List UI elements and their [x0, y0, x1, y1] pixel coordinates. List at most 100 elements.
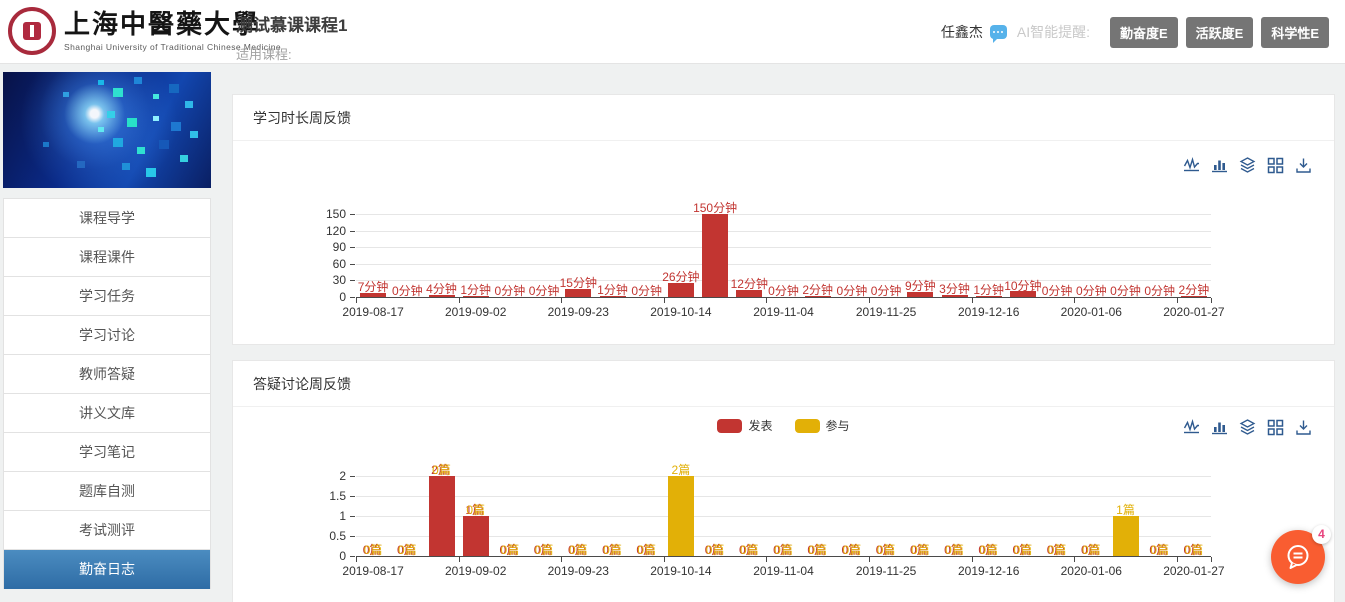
- download-icon[interactable]: [1295, 419, 1312, 436]
- bar-value-label: 2分钟: [802, 282, 834, 297]
- bar-value-label: 2篇: [671, 463, 691, 477]
- x-axis-tick: [971, 557, 973, 562]
- sidebar-item-courseware[interactable]: 课程课件: [4, 238, 210, 277]
- chart-bar[interactable]: [1180, 295, 1207, 297]
- chart-bar[interactable]: [1009, 291, 1036, 297]
- legend-swatch-gold: [794, 418, 820, 433]
- sidebar-item-teacher-qa[interactable]: 教师答疑: [4, 355, 210, 394]
- y-axis-label: 0: [339, 290, 346, 304]
- download-icon[interactable]: [1295, 157, 1312, 174]
- bar-value-label: 0篇: [534, 543, 554, 557]
- legend-item-participate[interactable]: 参与: [794, 417, 850, 434]
- y-axis-label: 1.5: [329, 489, 346, 503]
- sidebar-item-diligence-log[interactable]: 勤奋日志: [4, 550, 210, 589]
- bar-value-label: 12分钟: [730, 277, 768, 292]
- sidebar-item-course-guide[interactable]: 课程导学: [4, 199, 210, 238]
- y-axis-label: 0.5: [329, 529, 346, 543]
- chart-bar[interactable]: [360, 293, 387, 297]
- panel-title: 答疑讨论周反馈: [233, 361, 1334, 407]
- chart-bar[interactable]: [804, 295, 831, 297]
- chart-bar[interactable]: [941, 295, 968, 297]
- x-axis-tick: [869, 298, 870, 303]
- chart-bar[interactable]: [667, 282, 694, 297]
- x-axis-label: 2019-12-16: [957, 305, 1020, 319]
- chat-fab-button[interactable]: 4: [1271, 525, 1331, 584]
- stack-icon[interactable]: [1239, 157, 1256, 174]
- bar-value-label: 0篇: [875, 543, 895, 557]
- y-axis-tick: [350, 516, 355, 517]
- x-axis-label: 2020-01-06: [1060, 564, 1122, 578]
- x-axis-tick: [1211, 298, 1212, 303]
- bar-value-label: 1篇: [465, 503, 485, 517]
- bar-value-label: 0篇: [705, 543, 725, 557]
- university-seal-icon: [8, 7, 56, 55]
- y-axis-tick: [350, 214, 355, 215]
- x-axis-label: 2020-01-27: [1163, 564, 1225, 578]
- chart-bar[interactable]: [462, 516, 489, 556]
- chart-bar[interactable]: [702, 214, 729, 297]
- y-axis-tick: [350, 297, 355, 298]
- bar-value-label: 0篇: [1150, 543, 1170, 557]
- chart-bar[interactable]: [565, 288, 592, 297]
- sidebar-item-exam-eval[interactable]: 考试测评: [4, 511, 210, 550]
- y-axis-label: 30: [332, 273, 346, 288]
- bar-value-label: 0分钟: [631, 284, 663, 298]
- university-logo: 上海中醫藥大學 Shanghai University of Tradition…: [8, 7, 281, 55]
- bar-value-label: 0篇: [1047, 543, 1067, 557]
- bar-chart-icon[interactable]: [1211, 419, 1228, 436]
- bar-value-label: 150分钟: [693, 201, 738, 215]
- x-axis-tick: [561, 557, 563, 562]
- y-axis-tick: [350, 536, 355, 537]
- chart-bar[interactable]: [1112, 516, 1139, 556]
- ai-reminder-label: AI智能提醒:: [1016, 24, 1090, 40]
- chart-bar[interactable]: [599, 296, 626, 297]
- app-header: 上海中醫藥大學 Shanghai University of Tradition…: [0, 0, 1345, 64]
- grid-line: [356, 230, 1211, 232]
- line-chart-icon[interactable]: [1183, 157, 1200, 174]
- x-axis-label: 2019-09-23: [547, 305, 609, 319]
- y-axis-label: 2: [339, 469, 346, 483]
- x-axis-label: 2019-11-04: [753, 305, 814, 319]
- bar-value-label: 0篇: [568, 543, 588, 557]
- x-axis-tick: [1176, 298, 1178, 303]
- course-cover-image: [3, 72, 211, 188]
- chart-bar[interactable]: [428, 294, 455, 297]
- chart-bar[interactable]: [736, 290, 763, 297]
- sidebar-item-discussion[interactable]: 学习讨论: [4, 316, 210, 355]
- bar-value-label: 0分钟: [1110, 284, 1141, 298]
- chat-bubble-icon[interactable]: [989, 25, 1007, 43]
- tiled-icon[interactable]: [1267, 157, 1284, 174]
- tiled-icon[interactable]: [1267, 419, 1284, 436]
- activity-badge[interactable]: 活跃度E: [1185, 16, 1254, 48]
- x-axis-label: 2019-08-17: [342, 305, 404, 319]
- sidebar-item-study-notes[interactable]: 学习笔记: [4, 433, 210, 472]
- y-axis-tick: [350, 496, 355, 497]
- y-axis-label: 120: [325, 223, 346, 238]
- legend-item-publish[interactable]: 发表: [717, 417, 773, 434]
- stack-icon[interactable]: [1239, 419, 1256, 436]
- sidebar: 课程导学 课程课件 学习任务 学习讨论 教师答疑 讲义文库 学习笔记 题库自测 …: [3, 72, 211, 589]
- diligence-badge[interactable]: 勤奋度E: [1109, 16, 1178, 48]
- line-chart-icon[interactable]: [1183, 419, 1200, 436]
- chart-bar[interactable]: [907, 292, 934, 297]
- bar-value-label: 0篇: [842, 543, 862, 557]
- y-axis-label: 90: [332, 240, 346, 255]
- x-axis-label: 2020-01-27: [1163, 305, 1225, 319]
- sidebar-item-self-test[interactable]: 题库自测: [4, 472, 210, 511]
- scientific-badge[interactable]: 科学性E: [1261, 16, 1329, 48]
- chart-bar[interactable]: [428, 476, 455, 556]
- bar-value-label: 0篇: [1184, 543, 1204, 557]
- bar-value-label: 0篇: [774, 543, 793, 557]
- x-axis-label: 2019-11-25: [855, 305, 917, 319]
- chart-bar[interactable]: [667, 476, 694, 556]
- sidebar-item-lecture-library[interactable]: 讲义文库: [4, 394, 210, 433]
- bar-chart-icon[interactable]: [1211, 157, 1228, 174]
- bar-value-label: 0分钟: [494, 284, 526, 298]
- chart-bar[interactable]: [462, 296, 489, 297]
- y-axis-tick: [350, 230, 355, 232]
- y-axis-tick: [350, 247, 355, 249]
- grid-line: [356, 297, 1211, 298]
- chart-bar[interactable]: [975, 296, 1002, 297]
- sidebar-item-learning-tasks[interactable]: 学习任务: [4, 277, 210, 316]
- x-axis-tick: [458, 557, 460, 562]
